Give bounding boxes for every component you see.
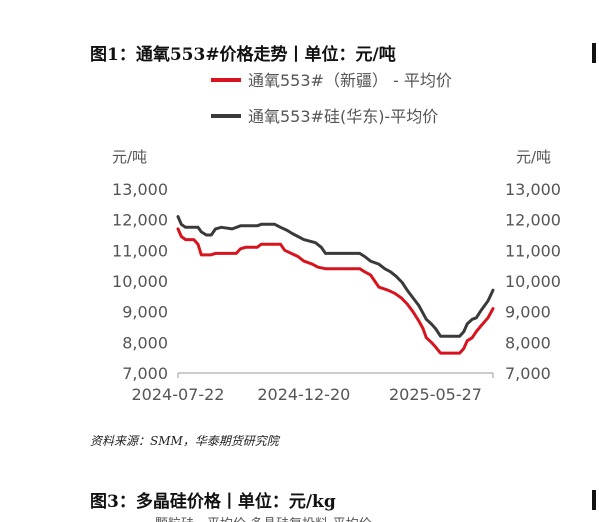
figure1-title: 图1：通氧553#价格走势丨单位：元/吨 bbox=[90, 45, 396, 65]
chart-axes: 元/吨 元/吨 13,000 13,000 12,000 12,000 11,000 11,0… bbox=[112, 148, 561, 404]
y-tick-right: 9,000 bbox=[505, 303, 551, 322]
adjacent-column-marker bbox=[592, 43, 596, 63]
y-tick-right: 13,000 bbox=[505, 180, 561, 199]
chart-series bbox=[176, 215, 495, 355]
y-tick-right: 10,000 bbox=[505, 272, 561, 291]
y-tick-right: 7,000 bbox=[505, 364, 551, 383]
series-line-1 bbox=[176, 227, 495, 355]
y-tick-left: 10,000 bbox=[112, 272, 168, 291]
y-tick-left: 9,000 bbox=[122, 303, 168, 322]
y-axis-label-right: 元/吨 bbox=[516, 148, 551, 166]
y-tick-left: 11,000 bbox=[112, 241, 168, 260]
y-tick-right: 8,000 bbox=[505, 333, 551, 352]
x-tick-label: 2025-05-27 bbox=[389, 385, 482, 404]
figure3-title: 图3：多晶硅价格丨单位：元/kg bbox=[90, 492, 336, 512]
figure3-legend-cut: 颗粒硅 - 平均价 多晶硅复投料-平均价 bbox=[155, 512, 372, 522]
legend-label-2: 通氧553#硅(华东)-平均价 bbox=[248, 107, 438, 126]
legend-label-1: 通氧553#（新疆） - 平均价 bbox=[248, 71, 452, 90]
y-tick-left: 8,000 bbox=[122, 333, 168, 352]
y-tick-left: 13,000 bbox=[112, 180, 168, 199]
y-axis-label-left: 元/吨 bbox=[112, 148, 147, 166]
y-tick-right: 12,000 bbox=[505, 211, 561, 230]
figure1-source: 资料来源：SMM，华泰期货研究院 bbox=[90, 434, 279, 448]
adjacent-column-marker-2 bbox=[592, 490, 596, 510]
y-tick-left: 12,000 bbox=[112, 211, 168, 230]
x-tick-label: 2024-12-20 bbox=[257, 385, 350, 404]
x-tick-label: 2024-07-22 bbox=[132, 385, 225, 404]
y-tick-right: 11,000 bbox=[505, 241, 561, 260]
y-tick-left: 7,000 bbox=[122, 364, 168, 383]
series-line-2 bbox=[176, 215, 495, 338]
